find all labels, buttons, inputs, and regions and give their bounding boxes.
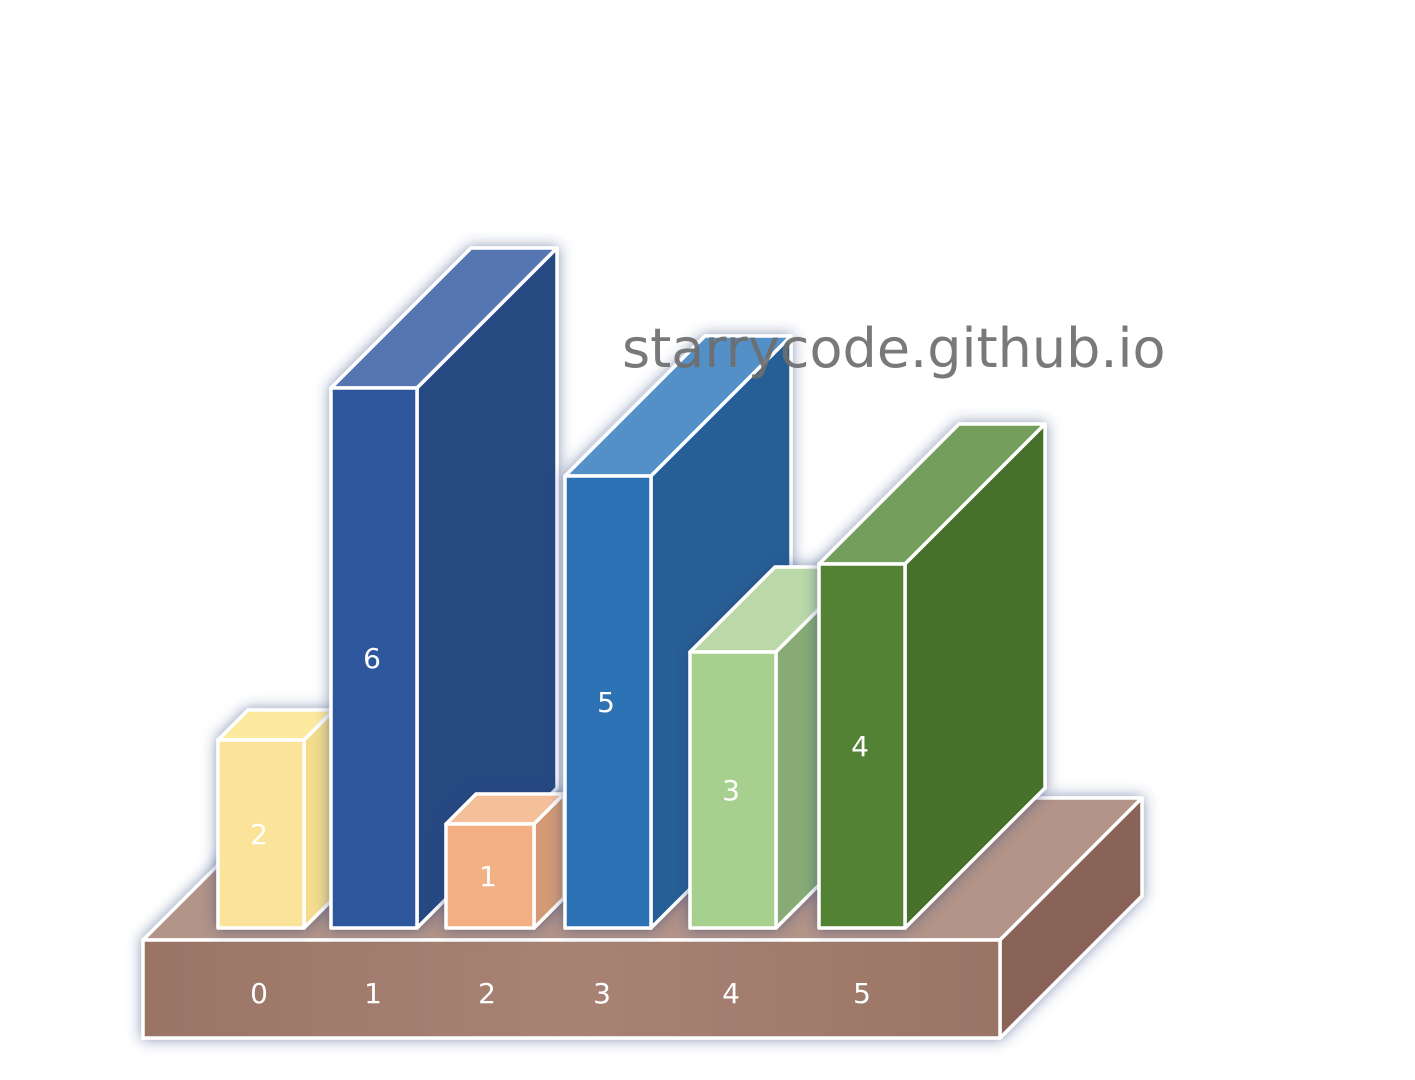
bar-5: 4 — [817, 422, 1047, 930]
index-label-1: 1 — [364, 977, 382, 1010]
watermark-text: starrycode.github.io — [622, 317, 1166, 380]
bar-2: 1 — [444, 792, 566, 930]
bar-0: 2 — [216, 708, 336, 930]
index-label-0: 0 — [250, 977, 268, 1010]
bar-value-label: 3 — [722, 774, 740, 807]
bar-value-label: 5 — [597, 686, 615, 719]
base-front-face — [141, 938, 1002, 1040]
index-label-2: 2 — [478, 977, 496, 1010]
index-label-5: 5 — [853, 977, 871, 1010]
bar-value-label: 2 — [250, 818, 268, 851]
bar-front-face — [563, 474, 653, 930]
bar-value-label: 1 — [479, 860, 497, 893]
bars: 2 6 1 5 3 4 — [216, 246, 1047, 930]
index-label-4: 4 — [722, 977, 740, 1010]
bar-front-face — [216, 738, 306, 930]
bar-value-label: 4 — [851, 730, 869, 763]
index-labels: 0 1 2 3 4 5 — [250, 977, 871, 1010]
bar-front-face — [444, 822, 536, 930]
index-label-3: 3 — [593, 977, 611, 1010]
bar-front-face — [329, 386, 419, 930]
bar-value-label: 6 — [363, 642, 381, 675]
bar-front-face — [817, 562, 907, 930]
bar-front-face — [688, 650, 778, 930]
bar-1: 6 — [329, 246, 559, 930]
